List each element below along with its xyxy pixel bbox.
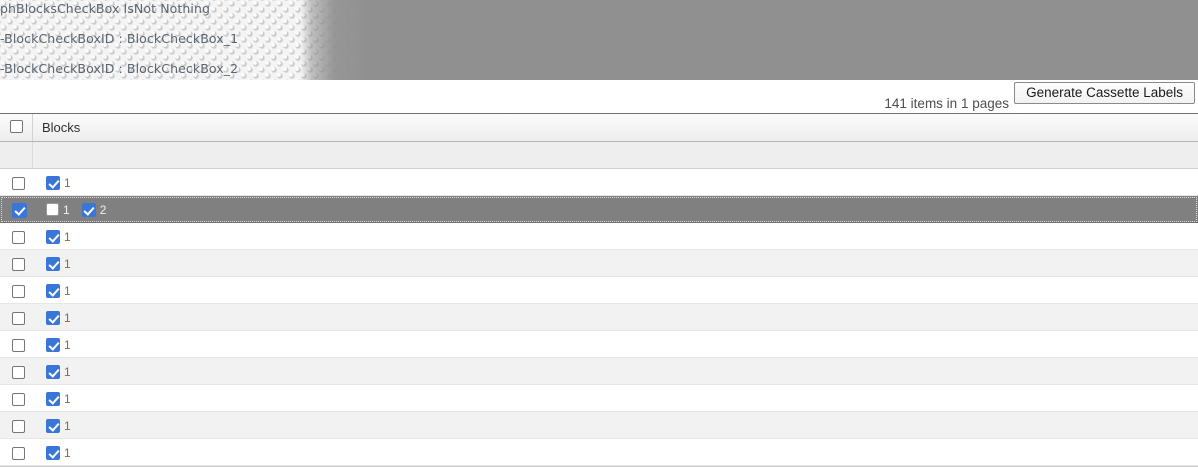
code-line-1: phBlocksCheckBox IsNot Nothing [0, 1, 211, 16]
code-line-3: -BlockCheckBoxID : BlockCheckBox_2 [0, 61, 239, 76]
block-label: 1 [64, 310, 71, 325]
block-checkbox[interactable] [46, 364, 60, 379]
block-item[interactable]: 1 [46, 256, 71, 271]
row-select-checkbox[interactable] [12, 339, 25, 353]
row-select-checkbox[interactable] [12, 231, 25, 245]
filter-check-cell [0, 142, 33, 168]
row-select-checkbox[interactable] [12, 177, 25, 191]
block-label: 2 [99, 202, 107, 217]
row-select-checkbox[interactable] [12, 312, 25, 326]
grid-toolbar: Generate Cassette Labels [0, 80, 1198, 113]
block-item[interactable]: 1 [46, 283, 71, 298]
block-label: 1 [64, 256, 71, 271]
block-label: 1 [64, 337, 71, 352]
select-all-cell[interactable] [0, 114, 33, 141]
block-item[interactable]: 1 [46, 175, 71, 190]
block-item[interactable]: 1 [46, 229, 71, 244]
select-all-checkbox[interactable] [10, 120, 23, 133]
row-select-checkbox[interactable] [12, 285, 25, 299]
table-row[interactable]: 1 [0, 358, 1198, 385]
block-label: 1 [64, 445, 71, 460]
generate-cassette-labels-button[interactable]: Generate Cassette Labels [1014, 82, 1195, 104]
row-blocks-cell: 1 [46, 331, 83, 358]
row-select-checkbox[interactable] [12, 203, 27, 219]
block-checkbox[interactable] [46, 203, 59, 216]
table-row[interactable]: 1 [0, 304, 1198, 331]
block-checkbox[interactable] [46, 175, 60, 190]
table-row[interactable]: 1 [0, 223, 1198, 250]
block-item[interactable]: 1 [46, 391, 71, 406]
table-row[interactable]: 1 [0, 439, 1198, 466]
block-item[interactable]: 1 [46, 418, 71, 433]
row-blocks-cell: 1 [46, 304, 83, 331]
row-select-checkbox[interactable] [12, 447, 25, 461]
block-checkbox[interactable] [46, 310, 60, 325]
block-checkbox[interactable] [46, 337, 60, 352]
table-row[interactable]: 1 [0, 169, 1198, 196]
grid-filter-row[interactable] [0, 142, 1198, 169]
block-checkbox[interactable] [46, 445, 60, 460]
block-checkbox[interactable] [46, 229, 60, 244]
block-item[interactable]: 1 [46, 337, 71, 352]
grid-header-row: Blocks [0, 114, 1198, 142]
banner-overlay [300, 0, 1198, 80]
row-blocks-cell: 1 [46, 412, 83, 439]
block-item[interactable]: 1 [46, 310, 71, 325]
block-checkbox[interactable] [46, 256, 60, 271]
row-select-checkbox[interactable] [12, 366, 25, 380]
row-blocks-cell: 1 [46, 439, 83, 466]
block-label: 1 [64, 175, 71, 190]
block-label: 1 [63, 202, 70, 217]
block-label: 1 [64, 418, 71, 433]
block-checkbox[interactable] [46, 283, 60, 298]
row-blocks-cell: 1 [46, 250, 83, 277]
block-item[interactable]: 2 [81, 202, 107, 217]
column-header-blocks: Blocks [42, 120, 81, 135]
pager-info-label: 141 items in 1 pages [884, 96, 1009, 111]
block-item[interactable]: 1 [46, 203, 70, 217]
table-row[interactable]: 1 [0, 250, 1198, 277]
row-select-checkbox[interactable] [12, 258, 25, 272]
table-row[interactable]: 1 [0, 331, 1198, 358]
row-blocks-cell: 1 [46, 169, 83, 196]
code-banner: phBlocksCheckBox IsNot Nothing -BlockChe… [0, 0, 1198, 80]
block-label: 1 [64, 283, 71, 298]
block-checkbox[interactable] [46, 418, 60, 433]
block-checkbox[interactable] [81, 202, 96, 217]
code-banner-text: phBlocksCheckBox IsNot Nothing -BlockChe… [0, 0, 300, 80]
row-select-checkbox[interactable] [12, 420, 25, 434]
block-label: 1 [64, 229, 71, 244]
block-label: 1 [64, 364, 71, 379]
block-checkbox[interactable] [46, 391, 60, 406]
block-label: 1 [64, 391, 71, 406]
block-item[interactable]: 1 [46, 364, 71, 379]
table-row[interactable]: 1 [0, 412, 1198, 439]
row-blocks-cell: 1 [46, 385, 83, 412]
table-row[interactable]: 1 [0, 277, 1198, 304]
table-row[interactable]: 1 [0, 385, 1198, 412]
row-blocks-cell: 1 [46, 223, 83, 250]
row-blocks-cell: 1 [46, 277, 83, 304]
row-select-checkbox[interactable] [12, 393, 25, 407]
row-blocks-cell: 1 [46, 358, 83, 385]
block-item[interactable]: 1 [46, 445, 71, 460]
code-line-2: -BlockCheckBoxID : BlockCheckBox_1 [0, 31, 239, 46]
